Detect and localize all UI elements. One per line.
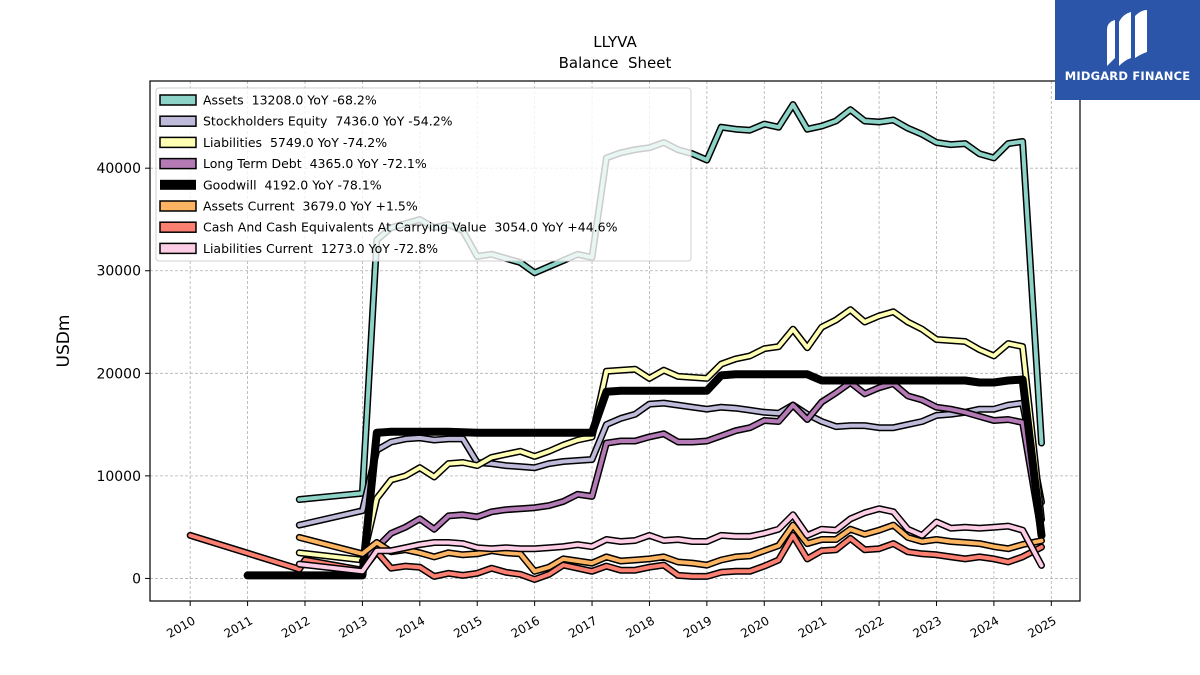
y-tick-label: 10000 (96, 469, 141, 485)
legend-item: Liabilities Current 1273.0 YoY -72.8% (159, 241, 438, 256)
x-tick-label: 2016 (509, 613, 542, 640)
x-tick-label: 2022 (853, 613, 886, 640)
y-tick-label: 20000 (96, 366, 141, 382)
legend-item: Long Term Debt 4365.0 YoY -72.1% (159, 156, 427, 171)
legend-item: Cash And Cash Equivalents At Carrying Va… (159, 220, 618, 235)
legend-label: Liabilities Current 1273.0 YoY -72.8% (203, 241, 438, 256)
legend-item: Assets 13208.0 YoY -68.2% (159, 93, 377, 108)
series-stroke (243, 370, 1046, 580)
series-stroke (297, 523, 1044, 574)
x-tick-label: 2023 (911, 613, 944, 640)
series-stroke (360, 380, 1044, 563)
x-tick-label: 2019 (681, 613, 714, 640)
legend-label: Liabilities 5749.0 YoY -74.2% (203, 135, 387, 150)
series-line (358, 379, 1045, 565)
series-stroke (188, 533, 1044, 582)
x-axis-ticks: 2010 2011 2012 2013 2014 2015 2016 2017 2018 2019… (164, 601, 1059, 641)
series-lines (186, 101, 1046, 583)
series-line (295, 505, 1045, 575)
legend-swatch (159, 221, 197, 233)
series-line (243, 370, 1046, 580)
series-stroke (297, 307, 1044, 562)
logo-text: MIDGARD FINANCE (1064, 69, 1191, 83)
y-tick-label: 30000 (96, 264, 141, 280)
x-tick-label: 2017 (566, 613, 599, 640)
legend-label: Goodwill 4192.0 YoY -78.1% (203, 177, 382, 192)
x-tick-label: 2010 (164, 613, 197, 640)
logo-mark-icon (1107, 10, 1147, 66)
legend-label: Long Term Debt 4365.0 YoY -72.1% (203, 156, 427, 171)
x-tick-label: 2025 (1025, 613, 1058, 640)
x-tick-label: 2015 (451, 613, 484, 640)
legend-swatch (159, 115, 197, 127)
legend-item: Assets Current 3679.0 YoY +1.5% (159, 199, 418, 214)
legend-swatch (159, 242, 197, 255)
y-axis-label: USDm (54, 315, 74, 368)
y-tick-label: 0 (132, 571, 141, 587)
legend: Assets 13208.0 YoY -68.2% Stockholders Eq… (155, 87, 692, 262)
x-tick-label: 2024 (968, 613, 1001, 640)
legend-label: Cash And Cash Equivalents At Carrying Va… (203, 220, 618, 235)
legend-swatch (159, 157, 197, 170)
x-tick-label: 2014 (394, 613, 427, 640)
x-tick-label: 2018 (623, 613, 656, 640)
legend-label: Stockholders Equity 7436.0 YoY -54.2% (203, 114, 453, 129)
series-line (295, 521, 1045, 575)
chart-subtitle: Balance Sheet (559, 54, 672, 72)
x-tick-label: 2020 (738, 613, 771, 640)
series-stroke (297, 506, 1044, 574)
plot-frame (149, 80, 1081, 602)
legend-item: Goodwill 4192.0 YoY -78.1% (160, 177, 382, 192)
legend-label: Assets Current 3679.0 YoY +1.5% (203, 199, 418, 214)
series-line (186, 531, 1045, 583)
y-tick-label: 40000 (96, 161, 141, 177)
series-outline (295, 399, 1045, 529)
series-line (295, 399, 1045, 529)
legend-label: Assets 13208.0 YoY -68.2% (203, 93, 377, 108)
x-tick-label: 2011 (222, 613, 255, 640)
legend-swatch (159, 94, 197, 106)
x-tick-label: 2021 (796, 613, 829, 640)
chart-title: LLYVA (593, 33, 637, 51)
legend-swatch (160, 179, 196, 190)
legend-item: Liabilities 5749.0 YoY -74.2% (159, 135, 387, 150)
legend-item: Stockholders Equity 7436.0 YoY -54.2% (159, 114, 453, 129)
series-stroke (297, 401, 1044, 528)
x-tick-label: 2012 (279, 613, 312, 640)
legend-swatch (159, 136, 197, 149)
legend-swatch (159, 200, 197, 212)
midgard-finance-logo: MIDGARD FINANCE (1055, 0, 1200, 100)
y-axis-ticks: 0 10000 20000 30000 40000 (96, 161, 150, 587)
legend-box (155, 87, 692, 262)
series-line (295, 306, 1045, 564)
x-tick-label: 2013 (336, 613, 369, 640)
